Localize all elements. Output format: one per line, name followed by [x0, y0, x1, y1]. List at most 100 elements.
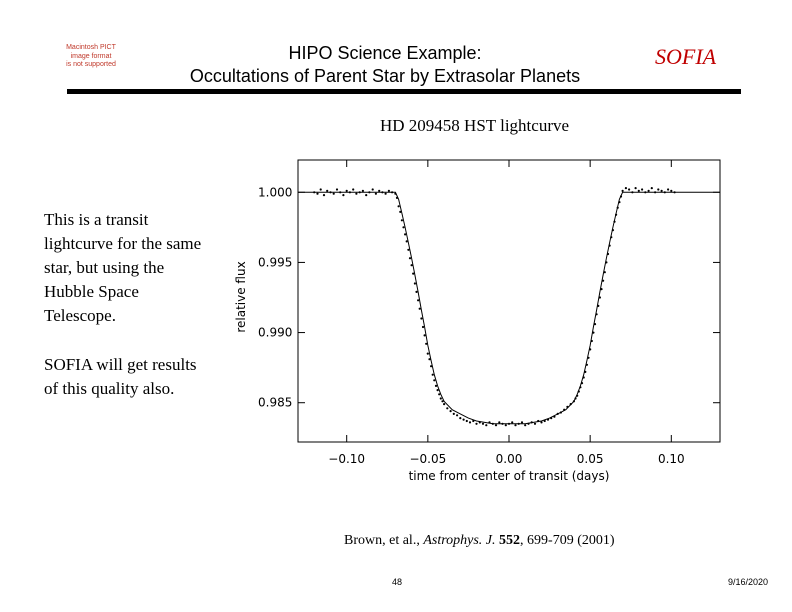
data-point	[405, 240, 408, 243]
x-tick-label: 0.00	[496, 452, 523, 466]
data-point	[339, 191, 342, 194]
data-point	[421, 325, 425, 329]
placeholder-line-1: Macintosh PICT	[66, 44, 116, 51]
data-point	[556, 412, 559, 415]
data-point	[569, 403, 572, 406]
sofia-logo-text: SOFIA	[655, 44, 717, 69]
data-point	[361, 189, 364, 192]
data-point	[566, 405, 569, 408]
data-point	[431, 373, 434, 376]
data-point	[619, 195, 623, 198]
placeholder-line-2: image format	[70, 52, 112, 60]
data-point	[456, 414, 459, 417]
data-point	[543, 419, 546, 423]
data-point	[423, 334, 426, 337]
data-point	[559, 411, 563, 414]
data-point	[585, 363, 589, 366]
y-tick-label: 0.995	[258, 255, 292, 269]
data-point	[374, 192, 377, 195]
data-point	[428, 358, 431, 361]
data-point	[537, 419, 540, 423]
axis-ticks: −0.10 −0.05 0.00 0.05 0.10 1.000 0.995 0.990 0.9…	[258, 160, 720, 466]
data-point	[378, 189, 381, 192]
data-point	[446, 407, 449, 410]
data-point	[481, 422, 485, 425]
data-point	[412, 272, 415, 275]
model-curve	[298, 191, 720, 425]
data-point	[397, 205, 400, 208]
y-tick-label: 0.990	[258, 326, 292, 340]
data-point	[335, 188, 339, 191]
data-point	[595, 313, 598, 316]
data-point	[332, 192, 335, 195]
data-point	[582, 376, 585, 379]
data-point	[644, 191, 647, 194]
data-point	[402, 226, 405, 229]
data-point	[600, 288, 603, 291]
data-point	[657, 188, 660, 191]
data-point	[404, 233, 407, 236]
data-point	[597, 304, 600, 307]
data-point	[420, 317, 423, 320]
data-point	[530, 421, 533, 424]
data-point	[475, 422, 478, 425]
data-point	[443, 403, 446, 406]
data-point	[660, 189, 663, 192]
data-point	[527, 422, 530, 425]
data-point	[663, 191, 666, 194]
data-point	[494, 424, 498, 427]
data-point	[439, 397, 442, 400]
data-point	[504, 424, 507, 427]
data-point	[441, 400, 444, 403]
data-point	[418, 307, 421, 310]
y-tick-label: 0.985	[258, 396, 292, 410]
unsupported-image-placeholder: Macintosh PICT image format is not suppo…	[62, 44, 120, 72]
x-tick-label: 0.05	[577, 452, 604, 466]
data-point	[358, 191, 361, 194]
data-point	[611, 229, 615, 232]
data-point	[348, 191, 351, 194]
page-number: 48	[392, 577, 403, 587]
data-point	[384, 192, 387, 195]
data-point	[634, 187, 637, 190]
y-tick-label: 1.000	[258, 185, 292, 199]
data-point	[352, 188, 355, 191]
data-point	[365, 194, 368, 197]
data-point	[387, 189, 390, 192]
data-point	[587, 356, 590, 359]
data-point	[381, 191, 384, 194]
data-point	[610, 236, 613, 239]
x-tick-label: 0.10	[658, 452, 685, 466]
data-point	[598, 296, 602, 299]
data-point	[413, 282, 416, 285]
data-point	[670, 189, 673, 192]
data-point	[641, 188, 644, 191]
data-point	[465, 419, 468, 423]
data-point	[606, 252, 610, 256]
data-point	[550, 417, 553, 420]
citation: Brown, et al., Astrophys. J. 552, 699-70…	[344, 533, 615, 549]
data-point	[616, 206, 619, 209]
data-point	[590, 339, 593, 343]
data-point	[488, 421, 491, 424]
data-point	[316, 192, 319, 195]
data-point	[584, 370, 587, 373]
citation-authors: Brown, et al.,	[344, 533, 424, 548]
x-tick-label: −0.10	[328, 452, 365, 466]
data-point	[408, 257, 412, 260]
data-point	[485, 424, 488, 427]
data-point	[592, 331, 595, 334]
data-point	[514, 424, 517, 427]
data-point	[553, 415, 556, 418]
data-point	[580, 382, 584, 385]
data-point	[605, 261, 608, 264]
data-point	[498, 421, 501, 424]
description-paragraph-1: This is a transit lightcurve for the sam…	[44, 210, 202, 325]
data-point	[459, 417, 462, 420]
data-point	[415, 290, 418, 293]
data-point	[602, 279, 605, 282]
data-point	[608, 244, 611, 247]
data-point	[426, 352, 429, 355]
data-point	[654, 191, 657, 194]
